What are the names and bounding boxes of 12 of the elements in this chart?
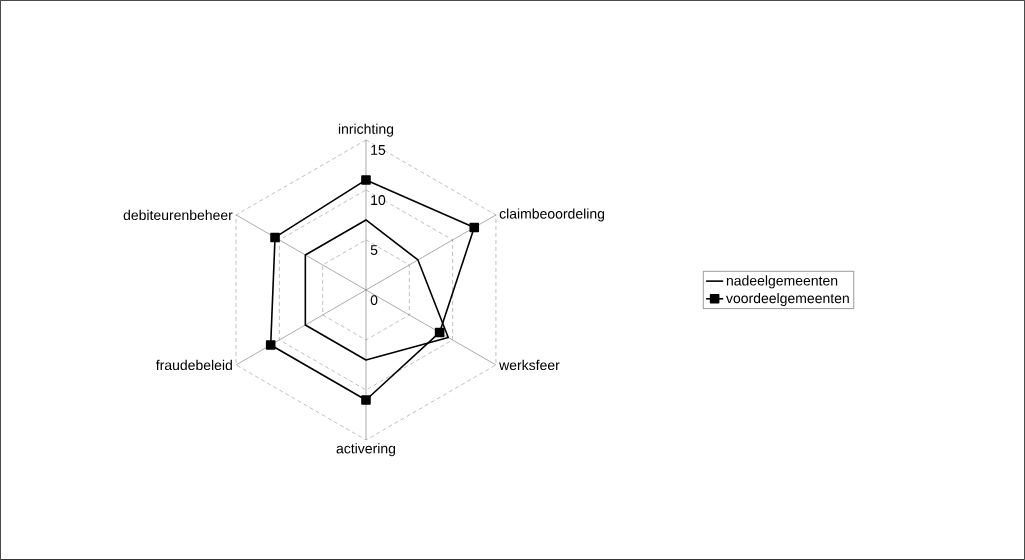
legend-label: voordeelgemeenten xyxy=(726,293,849,307)
y-tick-label: 5 xyxy=(370,245,378,255)
spoke-label: werksfeer xyxy=(499,359,560,371)
y-tick-label: 0 xyxy=(370,295,378,306)
y-tick-label: 15 xyxy=(371,145,386,155)
spoke-label: inrichting xyxy=(338,123,394,137)
spoke-label: activering xyxy=(336,443,396,457)
spoke-label: fraudebeleid xyxy=(155,359,232,371)
spoke-label: claimbeoordeling xyxy=(499,208,605,222)
y-tick-label: 10 xyxy=(371,195,386,206)
spoke-label: debiteurenbeheer xyxy=(123,209,233,221)
legend-label: nadeelgemeenten xyxy=(726,275,838,289)
